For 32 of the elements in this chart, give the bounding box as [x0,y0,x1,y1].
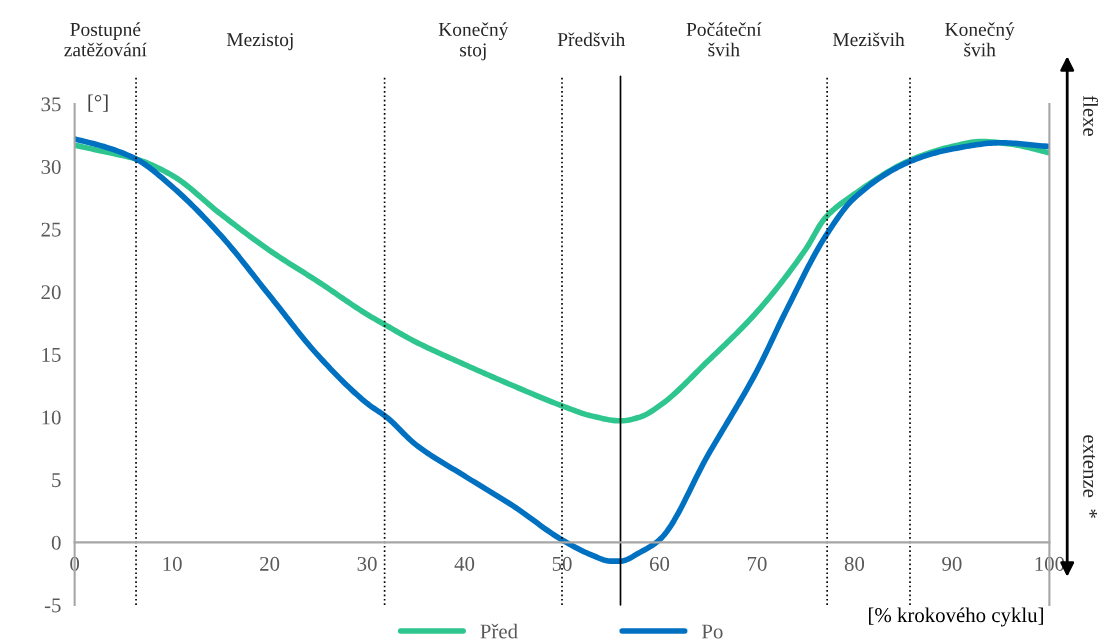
legend-label: Před [480,623,518,639]
x-tick-label: 90 [942,556,962,571]
y-tick-label: 0 [51,535,61,550]
x-tick-label: 0 [70,556,80,571]
y-tick-label: 20 [41,285,61,300]
y-tick-label: -5 [44,598,61,613]
x-axis-title: [% krokového cyklu] [869,607,1043,627]
x-tick-label: 80 [844,556,865,571]
y-tick-label: 10 [42,410,61,425]
y-axis-title: [°] [88,94,108,112]
text: Mezišvih [832,32,905,47]
x-tick-label: 40 [454,556,475,571]
y-tick-label: 15 [42,347,61,362]
text: Počáteční švih [686,22,762,57]
text: Konečný stoj [438,22,509,61]
y-tick-label: 25 [41,222,61,237]
x-tick-label: 50 [552,556,572,571]
x-tick-label: 10 [163,556,182,571]
y-tick-label: 5 [52,473,61,488]
text: Mezistoj [226,33,293,51]
y-tick-label: 30 [41,159,61,174]
x-tick-label: 20 [260,556,280,571]
text: Postupné zatěžování [64,22,147,57]
text: extenze * [1083,435,1098,518]
text: flexe [1083,95,1099,137]
x-tick-label: 30 [357,556,377,571]
legend-label: Po [701,624,723,639]
text: Konečný švih [945,22,1015,57]
y-tick-label: 35 [41,97,61,112]
x-tick-label: 60 [649,556,670,571]
text: Předšvih [557,32,626,47]
x-tick-label: 70 [747,556,767,571]
